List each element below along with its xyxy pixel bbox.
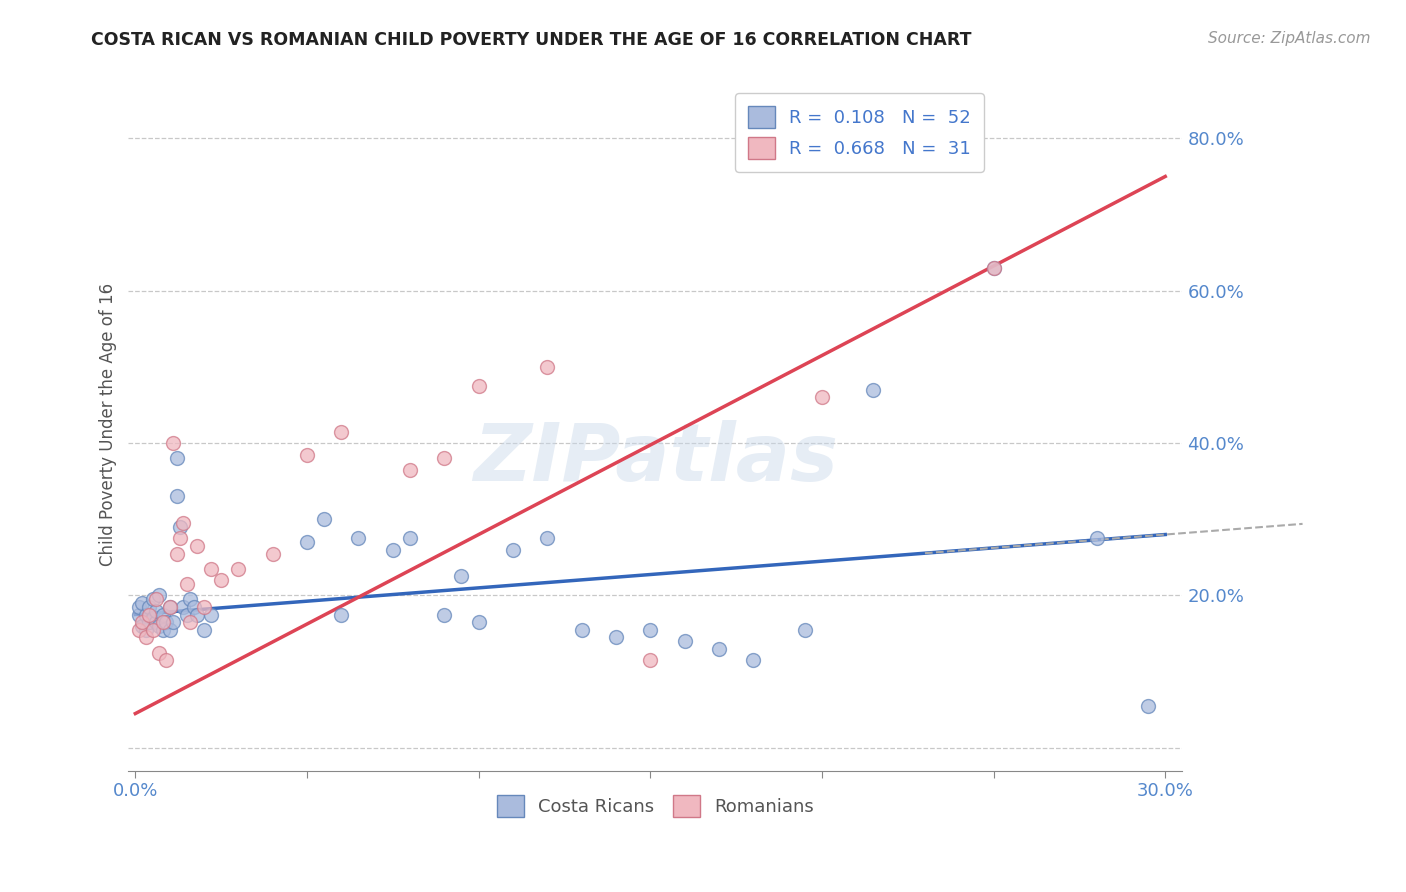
Point [707,641,730,656]
Point [673,634,696,648]
Point [314,512,336,526]
Point [135,631,157,645]
Point [186,539,208,553]
Point [145,615,167,629]
Point [141,623,163,637]
Point [640,623,662,637]
Point [166,490,188,504]
Point [536,359,558,374]
Point [152,607,174,622]
Point [166,547,188,561]
Point [169,532,191,546]
Point [347,532,370,546]
Legend: Costa Ricans, Romanians: Costa Ricans, Romanians [489,788,821,824]
Point [330,425,353,439]
Point [135,623,157,637]
Point [138,599,160,614]
Point [605,631,627,645]
Point [155,615,177,629]
Point [467,379,489,393]
Text: ZIPatlas: ZIPatlas [472,420,838,498]
Point [1085,532,1108,546]
Point [399,463,422,477]
Point [183,599,205,614]
Point [186,607,208,622]
Point [152,615,174,629]
Point [159,599,181,614]
Point [179,592,201,607]
Point [793,623,815,637]
Text: Source: ZipAtlas.com: Source: ZipAtlas.com [1208,31,1371,46]
Y-axis label: Child Poverty Under the Age of 16: Child Poverty Under the Age of 16 [100,283,117,566]
Point [172,599,194,614]
Point [1137,698,1160,713]
Point [193,623,215,637]
Point [811,391,834,405]
Point [128,607,150,622]
Point [200,562,222,576]
Point [983,260,1005,275]
Point [141,611,163,625]
Point [862,383,884,397]
Point [640,653,662,667]
Point [141,592,163,607]
Point [200,607,222,622]
Point [399,532,422,546]
Point [193,599,215,614]
Point [145,592,167,607]
Point [295,535,318,549]
Point [131,615,153,629]
Point [148,646,170,660]
Point [262,547,284,561]
Point [433,451,456,466]
Point [159,623,181,637]
Point [148,619,170,633]
Point [172,516,194,530]
Point [502,542,524,557]
Point [450,569,472,583]
Point [983,260,1005,275]
Point [148,589,170,603]
Point [742,653,765,667]
Point [159,599,181,614]
Point [467,615,489,629]
Text: COSTA RICAN VS ROMANIAN CHILD POVERTY UNDER THE AGE OF 16 CORRELATION CHART: COSTA RICAN VS ROMANIAN CHILD POVERTY UN… [91,31,972,49]
Point [138,607,160,622]
Point [145,604,167,618]
Point [433,607,456,622]
Point [381,542,404,557]
Point [169,520,191,534]
Point [128,623,150,637]
Point [571,623,593,637]
Point [162,615,184,629]
Point [176,577,198,591]
Point [138,615,160,629]
Point [128,599,150,614]
Point [131,619,153,633]
Point [295,448,318,462]
Point [209,573,232,587]
Point [131,596,153,610]
Point [330,607,353,622]
Point [179,615,201,629]
Point [166,451,188,466]
Point [176,607,198,622]
Point [162,436,184,450]
Point [536,532,558,546]
Point [152,623,174,637]
Point [155,653,177,667]
Point [135,607,157,622]
Point [228,562,250,576]
